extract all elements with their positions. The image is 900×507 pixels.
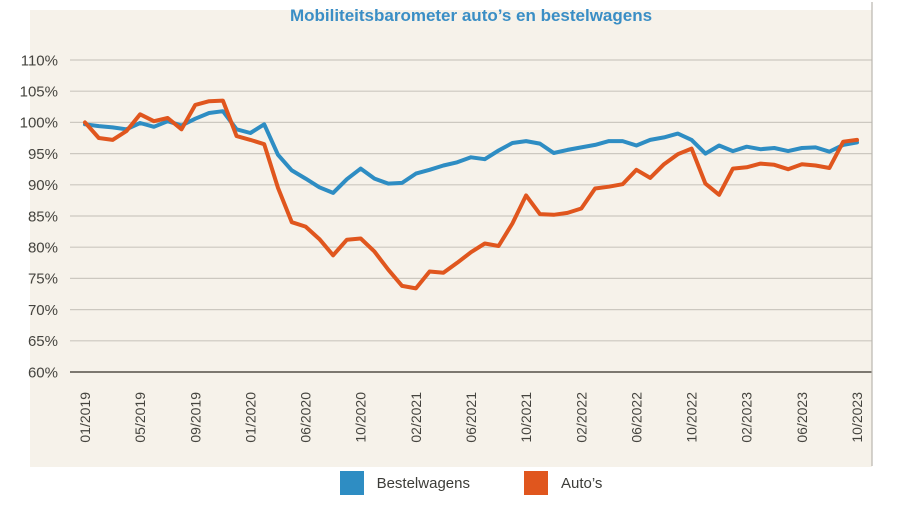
x-tick-label: 10/2023 <box>849 392 865 443</box>
x-tick-label: 02/2023 <box>739 392 755 443</box>
y-tick-label: 65% <box>28 333 58 350</box>
x-tick-label: 06/2020 <box>298 392 314 443</box>
x-tick-label: 01/2019 <box>77 392 93 443</box>
x-tick-label: 02/2022 <box>573 392 589 443</box>
y-tick-label: 75% <box>28 271 58 288</box>
legend-label-autos: Auto’s <box>560 474 603 492</box>
x-tick-label: 10/2021 <box>518 392 534 443</box>
legend-item-autos: Auto’s <box>523 471 603 495</box>
y-tick-label: 80% <box>28 239 58 256</box>
x-tick-label: 06/2023 <box>794 392 810 443</box>
chart-panel <box>30 10 872 467</box>
y-tick-label: 105% <box>20 83 58 100</box>
y-tick-label: 70% <box>28 302 58 319</box>
x-tick-label: 10/2022 <box>684 392 700 443</box>
x-tick-label: 10/2020 <box>353 392 369 443</box>
x-tick-label: 02/2021 <box>408 392 424 443</box>
x-tick-label: 09/2019 <box>187 392 203 443</box>
legend-label-bestelwagens: Bestelwagens <box>376 474 470 492</box>
x-tick-label: 06/2021 <box>463 392 479 443</box>
y-tick-label: 95% <box>28 146 58 163</box>
series-line-autos <box>83 98 859 291</box>
y-tick-label: 90% <box>28 177 58 194</box>
y-tick-label: 100% <box>20 115 58 132</box>
y-tick-label: 110% <box>21 52 58 69</box>
x-tick-label: 05/2019 <box>132 392 148 443</box>
y-tick-label: 85% <box>28 208 58 225</box>
chart-legend: Bestelwagens Auto’s <box>70 466 872 500</box>
autos-swatch-icon <box>523 471 548 495</box>
x-tick-label: 01/2020 <box>242 392 258 443</box>
legend-item-bestelwagens: Bestelwagens <box>339 471 470 495</box>
series-line-bestelwagens <box>83 109 859 195</box>
x-tick-label: 06/2022 <box>628 392 644 443</box>
chart-title: Mobiliteitsbarometer auto’s en bestelwag… <box>289 6 653 25</box>
bestelwagens-swatch-icon <box>339 471 364 495</box>
y-tick-label: 60% <box>28 364 58 381</box>
